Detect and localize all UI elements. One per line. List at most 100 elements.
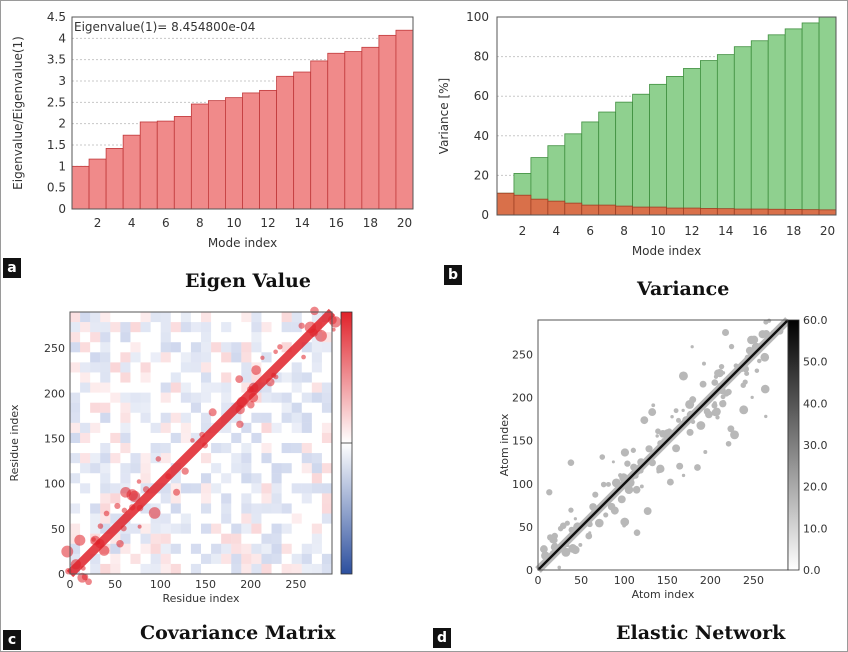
cumulative-variance-bar	[818, 16, 837, 216]
covariance-cell	[241, 563, 252, 574]
covariance-cell	[180, 422, 191, 433]
covariance-cell	[110, 362, 121, 373]
network-contact	[630, 447, 636, 453]
y-tick-label: 0.5	[47, 181, 66, 195]
network-contact	[742, 379, 748, 385]
covariance-cell	[160, 443, 171, 454]
covariance-cell	[150, 533, 161, 544]
covariance-cell	[291, 312, 302, 323]
x-tick-label: 18	[786, 224, 801, 238]
covariance-cell	[180, 483, 191, 494]
eigenvalue-annotation: Eigenvalue(1)= 8.454800e-04	[74, 20, 255, 34]
covariance-cell	[301, 563, 312, 574]
eigen-bar	[190, 103, 209, 210]
covariance-cell	[160, 322, 171, 333]
covariance-cell	[100, 463, 111, 474]
covariance-cell	[70, 523, 81, 534]
covariance-cell	[251, 503, 262, 514]
covariance-cell	[281, 372, 292, 383]
covariance-cell	[221, 533, 232, 544]
x-axis-label: Mode index	[632, 244, 701, 258]
covariance-cell	[301, 493, 312, 504]
covariance-cell	[180, 322, 191, 333]
cumulative-variance-bar	[767, 34, 786, 216]
covariance-cell	[221, 352, 232, 363]
network-contact	[722, 328, 730, 336]
network-contact	[655, 434, 659, 438]
network-contact	[648, 408, 657, 417]
eigenvalue-title: Eigen Value	[185, 270, 311, 292]
panel-a: 0 0.5 1 1.5 2 2.5 3 3.5 4 4.5 2 4 6 8 10 12 14 16 18 20 Eige…	[0, 0, 424, 300]
panel-d: 0 50 100 150 200 250 0 50 100 150 200 250 Atom index…	[424, 300, 848, 652]
covariance-cell	[130, 523, 141, 534]
network-contact	[720, 394, 726, 400]
covariance-cell	[261, 543, 272, 554]
network-contact	[585, 532, 593, 540]
covariance-cell	[261, 392, 272, 403]
covariance-cell	[291, 553, 302, 564]
covariance-cell	[140, 563, 151, 574]
covariance-cell	[90, 352, 101, 363]
covariance-cell	[261, 352, 272, 363]
network-contact	[600, 481, 607, 488]
network-contact	[620, 448, 630, 457]
covariance-cell	[311, 483, 322, 494]
covariance-cell	[251, 332, 262, 343]
covariance-cell	[80, 453, 91, 464]
covariance-cell	[130, 342, 141, 353]
y-tick-label: 4.5	[47, 10, 66, 24]
eigen-bar	[225, 97, 243, 210]
covariance-cell	[180, 362, 191, 373]
x-axis-label: Atom index	[632, 588, 695, 601]
cumulative-variance-bar	[598, 111, 617, 216]
covariance-cell	[120, 402, 131, 413]
covariance-cell	[201, 483, 212, 494]
covariance-cell	[261, 382, 272, 393]
covariance-cell	[231, 523, 242, 534]
covariance-cell	[190, 563, 201, 574]
cumulative-variance-bar	[615, 101, 633, 216]
covariance-cell	[201, 473, 212, 484]
colorbar-tick-label: 60.0	[803, 314, 828, 327]
covariance-cell	[251, 483, 262, 494]
covariance-blob	[329, 316, 342, 328]
individual-variance-bar	[733, 208, 752, 216]
covariance-cell	[160, 392, 171, 403]
x-tick-label: 6	[586, 224, 594, 238]
network-contact	[639, 484, 644, 489]
covariance-cell	[261, 422, 272, 433]
covariance-cell	[140, 523, 151, 534]
covariance-blob	[136, 479, 142, 484]
network-contact	[739, 405, 749, 415]
covariance-cell	[160, 382, 171, 393]
covariance-cell	[311, 392, 322, 403]
y-tick-label: 60	[474, 89, 489, 103]
covariance-cell	[261, 453, 272, 464]
covariance-cell	[70, 543, 81, 554]
covariance-cell	[211, 523, 222, 534]
covariance-cell	[100, 513, 111, 524]
covariance-cell	[241, 473, 252, 484]
network-contact	[656, 469, 661, 474]
covariance-cell	[251, 412, 262, 423]
covariance-cell	[301, 443, 312, 454]
network-contact	[727, 425, 735, 433]
individual-variance-bar	[683, 207, 701, 216]
covariance-blob	[81, 573, 89, 581]
covariance-cell	[110, 453, 121, 464]
eigen-bar	[173, 116, 192, 210]
covariance-cell	[120, 362, 131, 373]
covariance-cell	[160, 332, 171, 343]
network-contact	[620, 517, 630, 527]
covariance-cell	[100, 443, 111, 454]
network-contact	[699, 380, 707, 388]
network-contact	[766, 318, 772, 323]
covariance-cell	[321, 422, 332, 433]
covariance-cell	[311, 463, 322, 474]
colorbar-tick-label: 40.0	[803, 397, 828, 410]
covariance-cell	[90, 382, 101, 393]
covariance-cell	[90, 402, 101, 413]
covariance-cell	[110, 493, 121, 504]
covariance-cell	[301, 422, 312, 433]
y-tick-label: 80	[474, 50, 489, 64]
